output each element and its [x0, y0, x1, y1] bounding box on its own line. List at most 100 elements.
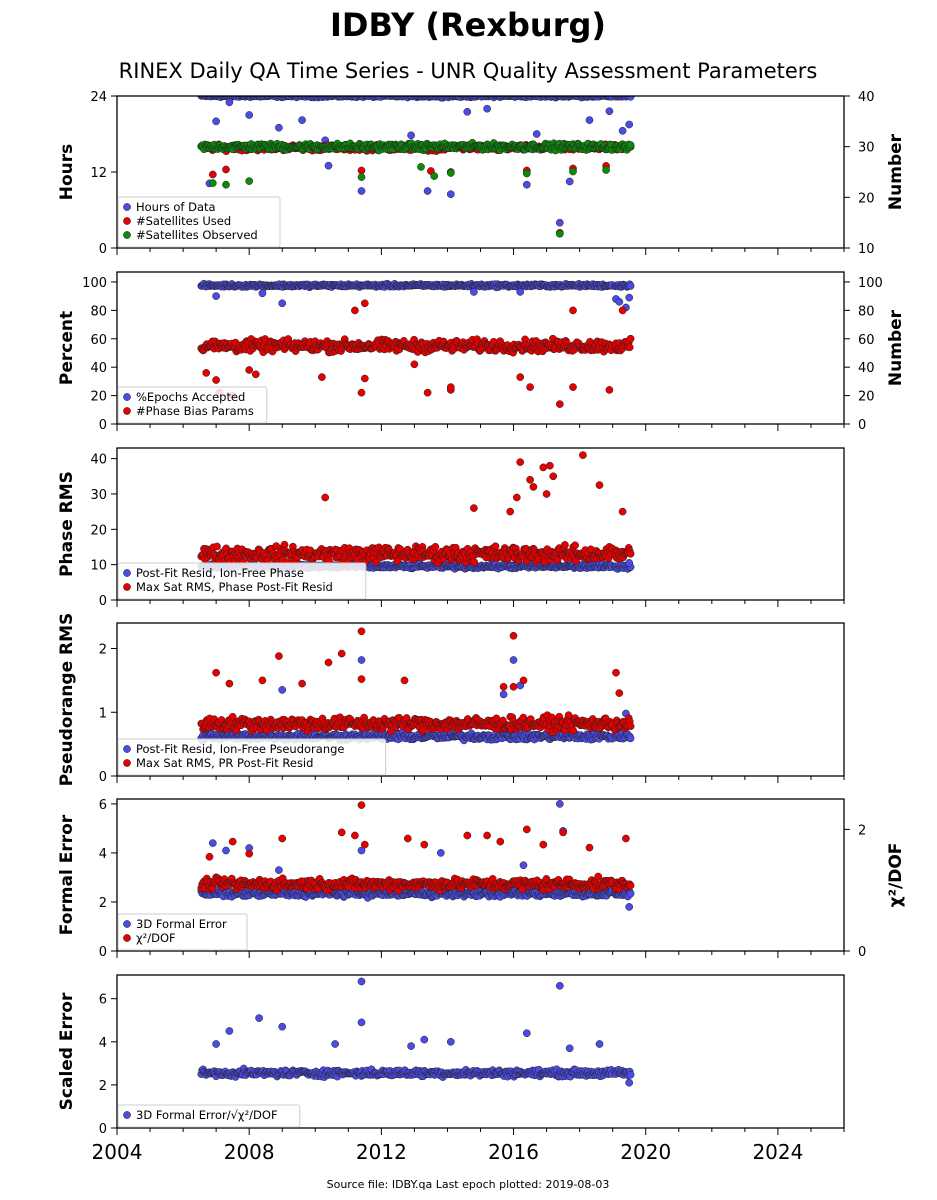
y-right-tick-label: 80	[858, 304, 875, 319]
data-point	[519, 861, 528, 870]
data-point	[516, 373, 525, 381]
data-point	[626, 722, 635, 731]
y-right-tick-label: 0	[858, 418, 866, 433]
data-point	[615, 689, 624, 697]
data-point	[509, 656, 518, 664]
data-point	[529, 483, 538, 491]
data-point	[245, 366, 254, 374]
data-point	[605, 386, 614, 394]
legend-marker	[123, 745, 131, 753]
data-point	[463, 107, 472, 116]
y-tick-label: 40	[90, 453, 107, 468]
data-point	[618, 126, 627, 135]
data-point	[509, 682, 518, 691]
data-point	[512, 493, 521, 502]
data-point	[522, 169, 531, 178]
data-point	[245, 177, 254, 185]
data-point	[400, 676, 409, 685]
data-point	[569, 306, 577, 315]
data-point	[275, 123, 283, 132]
y-right-tick-label: 100	[858, 276, 883, 291]
data-point	[625, 559, 634, 567]
data-point	[564, 711, 573, 720]
data-point	[417, 163, 425, 171]
legend-marker	[123, 231, 131, 239]
data-point	[357, 187, 366, 195]
y-right-tick-label: 20	[858, 390, 875, 405]
series-phase-1	[197, 451, 635, 568]
data-point	[202, 369, 211, 377]
data-point	[278, 686, 287, 694]
data-point	[555, 218, 564, 227]
data-point	[625, 293, 634, 302]
data-point	[431, 542, 440, 551]
data-point	[470, 288, 478, 296]
data-point	[213, 542, 221, 551]
data-point	[278, 299, 287, 308]
data-point	[208, 839, 217, 847]
data-point	[357, 627, 366, 636]
data-point	[626, 141, 635, 149]
data-point	[212, 292, 220, 300]
legend-label: %Epochs Accepted	[136, 390, 245, 404]
data-point	[258, 676, 267, 685]
series-percent-0	[197, 279, 635, 312]
data-point	[275, 866, 283, 874]
data-point	[208, 179, 217, 187]
data-point	[446, 169, 455, 177]
data-point	[212, 668, 220, 677]
data-point	[222, 846, 230, 855]
data-point	[625, 343, 634, 352]
data-point	[298, 679, 306, 688]
data-point	[549, 472, 558, 481]
y-tick-label: 2	[99, 643, 107, 658]
data-point	[318, 373, 326, 381]
data-point	[357, 675, 366, 683]
data-point	[612, 668, 620, 677]
legend-box	[117, 562, 367, 600]
legend-marker	[123, 583, 131, 591]
y-axis-label: Percent	[57, 311, 77, 385]
series-formal-1	[197, 801, 635, 895]
data-point	[351, 306, 359, 315]
data-point	[360, 374, 369, 383]
legend-pseudorange: Post-Fit Resid, Ion-Free PseudorangeMax …	[117, 738, 387, 776]
legend-label: #Satellites Observed	[136, 228, 258, 242]
y-right-tick-label: 40	[858, 361, 875, 376]
data-point	[509, 631, 518, 640]
data-point	[618, 306, 627, 315]
data-point	[585, 116, 594, 124]
data-point	[532, 130, 541, 138]
legend-marker	[123, 393, 131, 401]
data-point	[526, 475, 534, 484]
y-tick-label: 100	[82, 276, 107, 291]
data-point	[225, 679, 234, 688]
y-tick-label: 80	[90, 304, 107, 319]
data-point	[618, 507, 627, 516]
data-point	[360, 299, 369, 308]
data-point	[553, 556, 562, 564]
markers-formal	[197, 800, 635, 911]
markers-percent	[197, 279, 635, 408]
data-point	[516, 288, 525, 296]
data-point	[357, 166, 366, 175]
data-point	[419, 726, 428, 734]
data-point	[555, 229, 564, 238]
data-point	[506, 507, 515, 516]
data-point	[321, 493, 330, 502]
data-point	[423, 187, 432, 195]
y-tick-label: 0	[99, 594, 107, 609]
data-point	[410, 360, 419, 369]
series-percent-1	[197, 299, 635, 408]
data-point	[212, 376, 220, 384]
y-tick-label: 30	[90, 488, 107, 503]
data-point	[555, 800, 564, 808]
data-point	[626, 96, 635, 101]
data-point	[245, 111, 254, 119]
data-point	[555, 400, 564, 408]
y-tick-label: 1	[99, 706, 107, 721]
legend-label: Post-Fit Resid, Ion-Free Phase	[136, 566, 304, 580]
y-axis-label: Phase RMS	[57, 471, 77, 577]
